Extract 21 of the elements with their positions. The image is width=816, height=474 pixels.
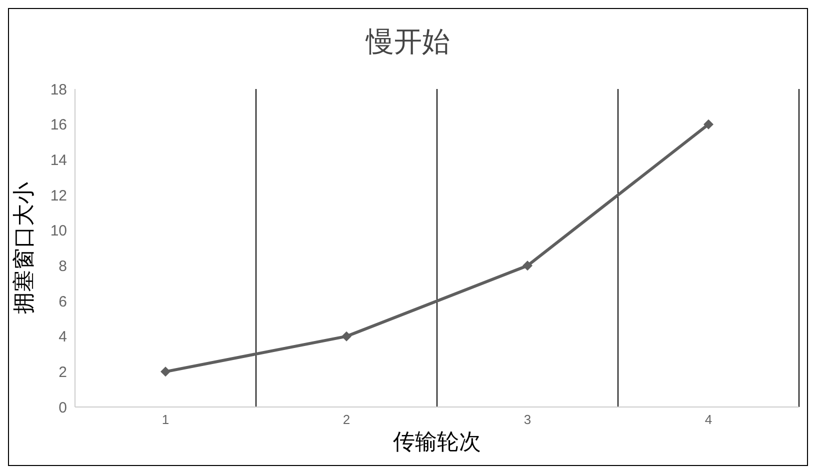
x-tick-label: 3	[524, 412, 532, 428]
y-tick-label: 4	[58, 328, 67, 346]
y-tick-label: 10	[50, 222, 67, 240]
y-tick-label: 12	[50, 187, 67, 204]
point	[342, 331, 352, 342]
point	[522, 260, 532, 271]
point	[704, 119, 714, 130]
x-tick-label: 4	[704, 412, 712, 428]
y-tick-label: 6	[58, 293, 67, 310]
x-tick-label: 2	[342, 412, 350, 428]
x-axis-title: 传输轮次	[393, 430, 481, 455]
point	[160, 366, 170, 377]
y-tick-label: 8	[58, 258, 67, 275]
y-tick-label: 18	[50, 81, 67, 98]
y-axis-title: 拥塞窗口大小	[12, 182, 37, 314]
y-tick-label: 2	[58, 364, 67, 381]
y-tick-label: 0	[58, 399, 67, 416]
chart-title: 慢开始	[364, 24, 451, 60]
x-tick-label: 1	[162, 412, 170, 428]
y-tick-label: 14	[50, 152, 67, 169]
y-tick-label: 16	[50, 116, 67, 134]
